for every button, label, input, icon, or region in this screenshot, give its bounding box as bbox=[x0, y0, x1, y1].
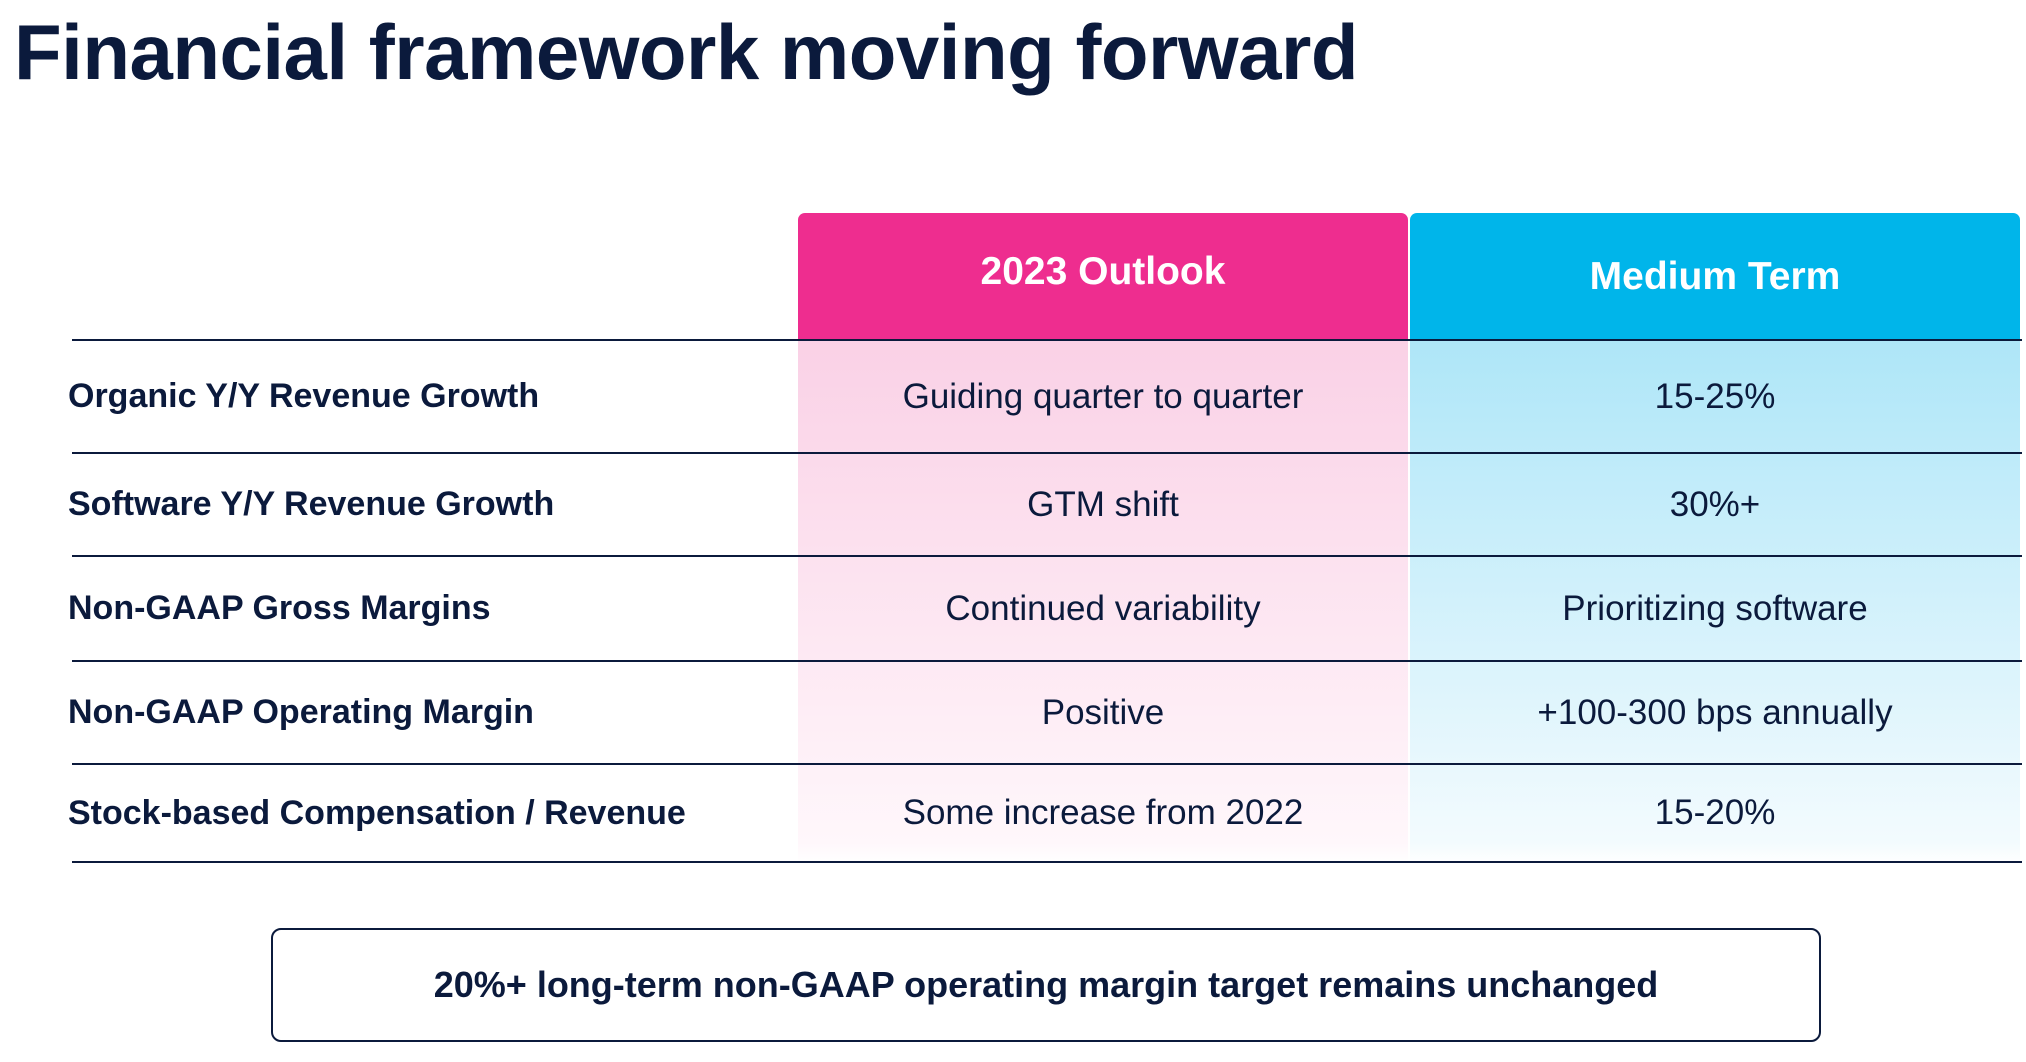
table-row: Non-GAAP Operating Margin Positive +100-… bbox=[0, 662, 2026, 763]
row-label-stock-based-compensation: Stock-based Compensation / Revenue bbox=[68, 793, 686, 832]
cell-medium-term: Prioritizing software bbox=[1562, 588, 1868, 628]
cell-medium-term: 15-25% bbox=[1654, 376, 1776, 416]
table-row: Stock-based Compensation / Revenue Some … bbox=[0, 765, 2026, 861]
table-divider bbox=[72, 452, 2022, 454]
column-header-medium-term: Medium Term bbox=[1589, 254, 1841, 298]
cell-outlook: Some increase from 2022 bbox=[902, 793, 1304, 832]
outlook-column-background bbox=[798, 213, 1408, 863]
page-title: Financial framework moving forward bbox=[14, 8, 1358, 96]
cell-outlook: Continued variability bbox=[945, 588, 1261, 628]
table-divider bbox=[72, 339, 2022, 341]
row-label-operating-margin: Non-GAAP Operating Margin bbox=[68, 693, 534, 731]
medium-term-column-background bbox=[1410, 213, 2020, 863]
row-label-gross-margins: Non-GAAP Gross Margins bbox=[68, 589, 491, 627]
table-divider bbox=[72, 660, 2022, 662]
table-row: Non-GAAP Gross Margins Continued variabi… bbox=[0, 557, 2026, 660]
table-divider bbox=[72, 555, 2022, 557]
cell-medium-term: 30%+ bbox=[1669, 484, 1761, 524]
table-divider bbox=[72, 861, 2022, 863]
table-row: Organic Y/Y Revenue Growth Guiding quart… bbox=[0, 341, 2026, 452]
cell-outlook: Positive bbox=[1041, 692, 1165, 732]
cell-medium-term: +100-300 bps annually bbox=[1537, 692, 1893, 732]
column-header-2023-outlook: 2023 Outlook bbox=[980, 249, 1226, 293]
table-divider bbox=[72, 763, 2022, 765]
cell-medium-term: 15-20% bbox=[1654, 793, 1776, 832]
footer-callout: 20%+ long-term non-GAAP operating margin… bbox=[271, 928, 1821, 1042]
row-label-organic-revenue-growth: Organic Y/Y Revenue Growth bbox=[68, 377, 540, 415]
cell-outlook: Guiding quarter to quarter bbox=[902, 376, 1304, 416]
row-label-software-revenue-growth: Software Y/Y Revenue Growth bbox=[68, 485, 555, 523]
table-row: Software Y/Y Revenue Growth GTM shift 30… bbox=[0, 454, 2026, 555]
cell-outlook: GTM shift bbox=[1027, 484, 1179, 524]
